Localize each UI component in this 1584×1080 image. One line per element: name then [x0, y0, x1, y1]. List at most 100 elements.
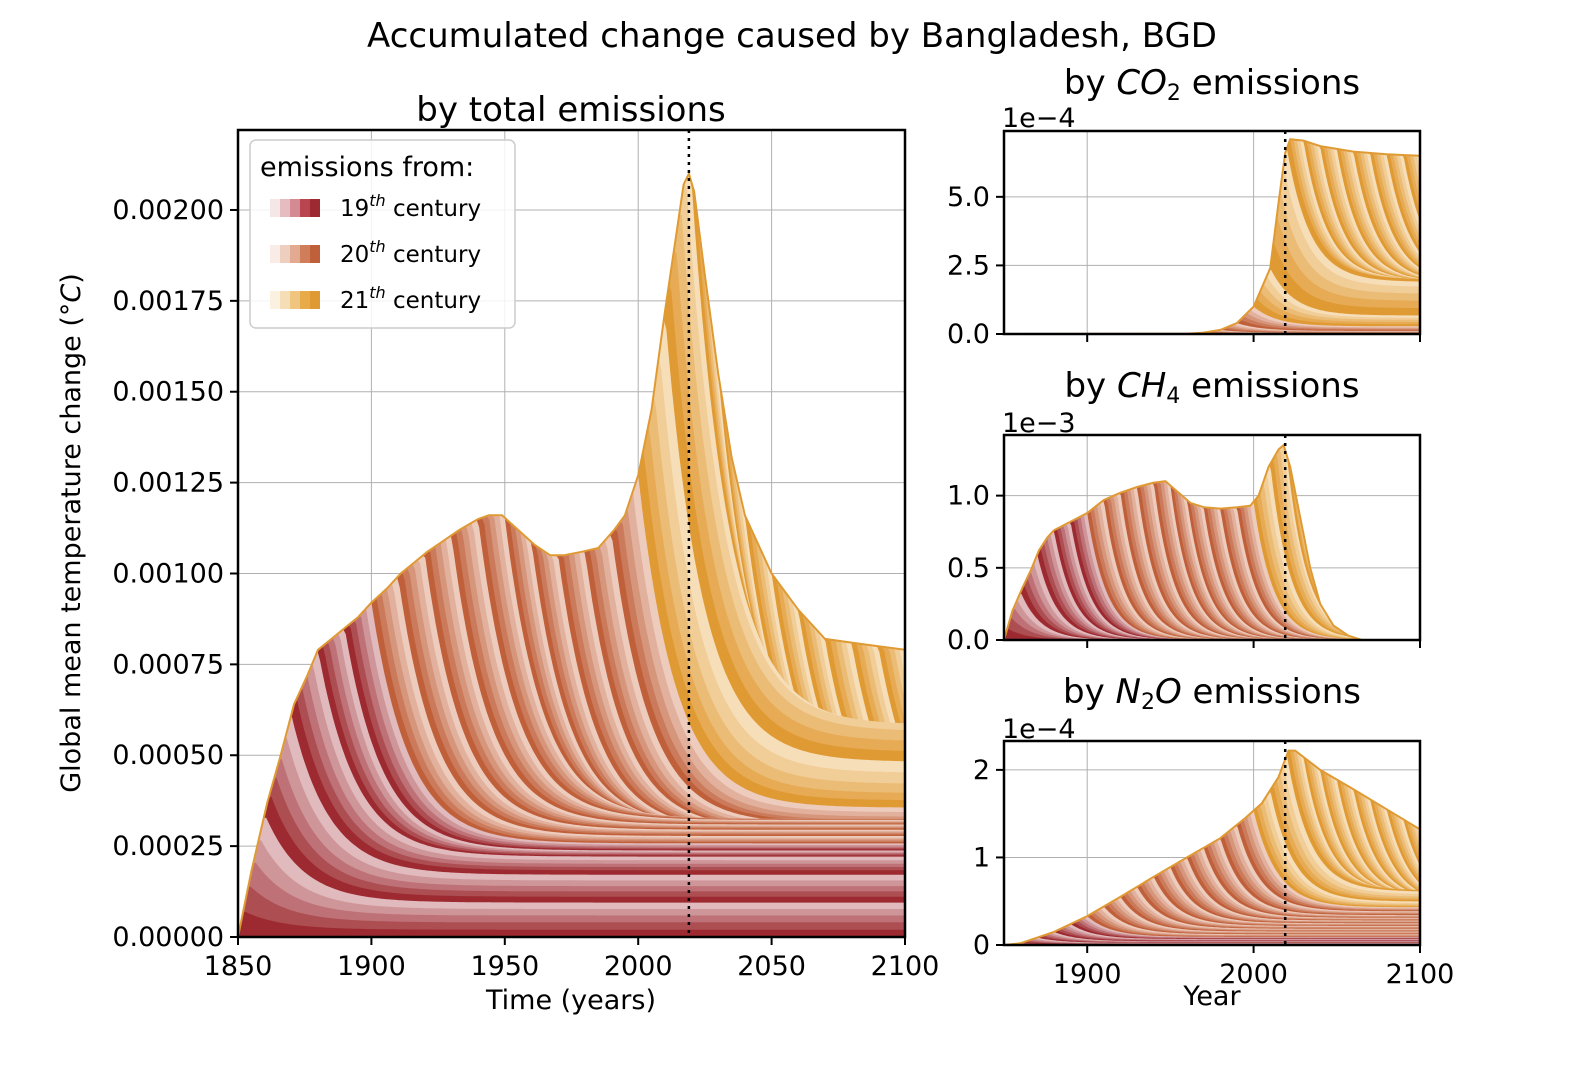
total-ytick-label: 0.00075	[112, 649, 224, 680]
legend-entry-superscript: th	[369, 283, 385, 302]
total-y-axis-label-main: Global mean temperature change (°	[56, 303, 87, 793]
co2-band-1990	[1004, 320, 1420, 334]
n2o-ytick-label: 0	[973, 930, 990, 961]
total-ytick-label: 0.00175	[112, 286, 224, 317]
panel-ch4-title-species: CH	[1117, 366, 1166, 406]
panel-n2o-title-species2: O	[1155, 672, 1182, 712]
total-ytick-label: 0.00200	[112, 195, 224, 226]
total-ticks: 0.00000 0.00025 0.00050 0.00075 0.00100 0.001…	[112, 195, 939, 982]
n2o-xtick-label: 2100	[1386, 959, 1455, 990]
total-x-axis-label: Time (years)	[485, 985, 656, 1016]
total-xtick-label: 2000	[604, 951, 673, 982]
total-y-axis-label: Global mean temperature change (°C)	[56, 273, 87, 793]
ch4-ytick-label: 0.5	[947, 553, 990, 584]
legend-title: emissions from:	[260, 152, 474, 183]
panel-co2-title-species: CO	[1116, 63, 1167, 103]
legend-entry-prefix: 19	[340, 196, 369, 222]
ch4-bands	[1004, 443, 1420, 640]
legend-swatch-segment	[290, 199, 300, 217]
total-y-axis-label-close: )	[56, 273, 87, 284]
n2o-ytick-label: 1	[973, 842, 990, 873]
legend-swatch-segment	[270, 199, 280, 217]
co2-ytick-label: 2.5	[947, 250, 990, 281]
panel-total-frame	[236, 128, 907, 939]
legend-swatch-segment	[280, 199, 290, 217]
total-bands	[238, 170, 905, 937]
total-ytick-label: 0.00025	[112, 831, 224, 862]
panel-ch4-title: by CH4 emissions	[1064, 366, 1359, 409]
figure-suptitle: Accumulated change caused by Bangladesh,…	[367, 16, 1217, 56]
legend-swatch-segment	[290, 291, 300, 309]
panel-total-title: by total emissions	[416, 90, 726, 130]
n2o-band-1864	[1004, 939, 1420, 945]
total-band-1852	[238, 886, 905, 937]
total-band-1854	[238, 862, 905, 937]
legend-entry-suffix: century	[386, 288, 481, 314]
co2-band-1982	[1004, 327, 1420, 334]
legend-box	[249, 139, 516, 329]
panel-n2o-title-species: N	[1116, 672, 1141, 712]
co2-ytick-label: 0.0	[947, 319, 990, 350]
panel-n2o-title-prefix: by	[1063, 672, 1116, 712]
legend-swatch-segment	[300, 199, 310, 217]
ch4-ytick-label: 1.0	[947, 481, 990, 512]
n2o-ticks: 0 1 2 1900 2000 2100	[973, 755, 1455, 990]
total-envelope-line	[238, 170, 905, 937]
legend-swatch-segment	[280, 291, 290, 309]
panel-co2-title-sub: 2	[1167, 81, 1181, 106]
legend-entry-suffix: century	[386, 196, 481, 222]
panel-co2-frame	[1002, 129, 1422, 336]
ch4-band-1894	[1004, 517, 1420, 640]
legend-entry-label: 20th century	[340, 237, 481, 268]
ch4-ticks: 0.0 0.5 1.0	[947, 481, 1421, 656]
n2o-x-axis-label: Year	[1182, 981, 1241, 1012]
panel-n2o-title: by N2O emissions	[1063, 672, 1361, 715]
n2o-bands	[1004, 749, 1420, 945]
legend-entry-superscript: th	[369, 237, 385, 256]
n2o-xtick-label: 2000	[1219, 959, 1288, 990]
legend-entry-suffix: century	[386, 242, 481, 268]
panel-co2: by CO2 emissions 1e−4 0.0 2.5 5.0	[947, 63, 1422, 350]
panel-n2o-frame	[1002, 739, 1422, 947]
total-band-1858	[238, 817, 905, 937]
legend-entry-superscript: th	[369, 191, 385, 210]
total-band-1850	[238, 911, 905, 937]
legend-entry-prefix: 20	[340, 242, 369, 268]
n2o-envelope-line	[1004, 749, 1420, 945]
panel-co2-title: by CO2 emissions	[1064, 63, 1360, 106]
total-xtick-label: 2050	[737, 951, 806, 982]
panel-ch4-title-prefix: by	[1064, 366, 1117, 406]
n2o-ytick-label: 2	[973, 755, 990, 786]
total-ytick-label: 0.00100	[112, 558, 224, 589]
legend-swatch-segment	[270, 291, 280, 309]
legend-swatch-segment	[310, 199, 320, 217]
total-xtick-label: 1950	[470, 951, 539, 982]
legend-entry-label: 21th century	[340, 283, 481, 314]
legend-swatch-segment	[280, 245, 290, 263]
ch4-envelope-line	[1004, 443, 1420, 640]
panel-ch4-title-suffix: emissions	[1180, 366, 1359, 406]
panel-ch4: by CH4 emissions 1e−3 0.00.51.0	[947, 366, 1422, 656]
co2-bands	[1004, 138, 1420, 334]
total-xtick-label: 1900	[337, 951, 406, 982]
legend-entry-label: 19th century	[340, 191, 481, 222]
total-ytick-label: 0.00000	[112, 922, 224, 953]
ch4-ytick-label: 0.0	[947, 625, 990, 656]
total-ytick-label: 0.00125	[112, 468, 224, 499]
panel-ch4-title-sub: 4	[1166, 384, 1180, 409]
total-ytick-label: 0.00150	[112, 377, 224, 408]
panel-ch4-frame	[1002, 433, 1422, 642]
panel-total: by total emissions 0.00000 0.00025 0.00050…	[56, 90, 939, 1016]
panel-n2o-title-suffix: emissions	[1182, 672, 1361, 712]
legend-swatch-segment	[290, 245, 300, 263]
legend-swatch-segment	[310, 245, 320, 263]
legend-swatch-segment	[270, 245, 280, 263]
panel-n2o-title-sub: 2	[1141, 690, 1155, 715]
co2-ticks: 0.0 2.5 5.0	[947, 182, 1421, 350]
total-xtick-label: 2100	[871, 951, 940, 982]
legend-swatch-segment	[300, 245, 310, 263]
